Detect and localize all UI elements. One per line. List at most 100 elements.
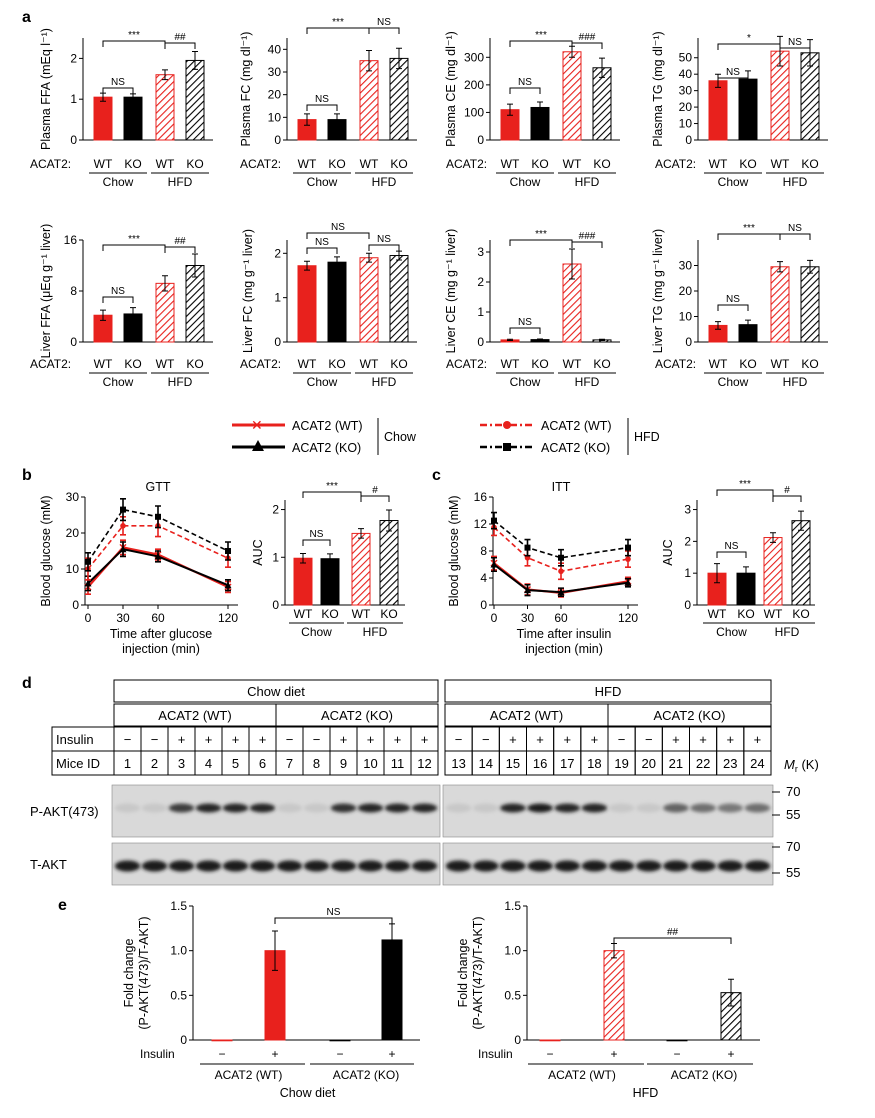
blot-insulin-sign: −: [151, 732, 159, 747]
y-tick-label: 200: [464, 78, 484, 92]
group-label: HFD: [372, 175, 397, 189]
error-bar: [366, 252, 372, 263]
bar: [297, 265, 317, 343]
blot-band: [303, 803, 330, 813]
error-bar: [807, 259, 813, 274]
sig-chow-bracket: [306, 247, 338, 254]
error-bar: [300, 552, 306, 564]
category-label: KO: [390, 357, 407, 371]
y-tick-label: 1.0: [170, 944, 187, 958]
y-tick-label: 1.5: [504, 899, 521, 913]
acat2-row-label: ACAT2:: [240, 157, 281, 171]
sig-chow-label: NS: [518, 77, 532, 88]
blot-band: [330, 860, 357, 872]
bar: [791, 520, 811, 606]
sig-chow-label: NS: [315, 237, 329, 248]
error-bar: [304, 113, 310, 126]
x-tick-label: 120: [618, 611, 638, 625]
category-label: WT: [771, 357, 790, 371]
y-tick-label: 0: [685, 133, 692, 147]
blot-membrane: [111, 842, 441, 886]
sig-hfd-bracket: [368, 27, 400, 34]
bar: [539, 1039, 561, 1042]
error-bar: [396, 47, 402, 70]
chart-gtt: 0 10 20 30 0 30 60 120 GTT Blood glucose (mM) Time…: [39, 480, 238, 656]
category-label: WT: [294, 607, 313, 621]
y-tick-label: 40: [679, 67, 693, 81]
y-axis-label: AUC: [661, 539, 675, 565]
y-tick-label: 0: [274, 335, 281, 349]
category-label: KO: [531, 157, 548, 171]
y-tick-label: 1: [272, 550, 279, 564]
series-line: [87, 548, 229, 587]
bar: [389, 57, 409, 141]
blot-band: [690, 803, 716, 813]
group-label: HFD: [575, 175, 600, 189]
blot-insulin-sign: +: [259, 732, 267, 747]
group-label: HFD: [575, 375, 600, 389]
y-axis-label: Fold change(P-AKT(473)/T-AKT): [456, 916, 485, 1029]
error-bar: [743, 566, 749, 581]
legend-label-chow-ko: ACAT2 (KO): [292, 441, 361, 455]
sig-hfd-label: #: [784, 485, 790, 496]
category-label: KO: [593, 157, 610, 171]
blot-genotype-cell: [607, 703, 772, 727]
y-tick-label: 0.5: [170, 988, 187, 1002]
error-bar: [396, 250, 402, 261]
y-tick-label: 3: [684, 503, 691, 517]
category-label: WT: [709, 357, 728, 371]
error-bar: [714, 563, 720, 584]
sig-chow-bracket: [717, 304, 749, 311]
y-axis-label: Liver FC (mg g⁻¹ liver): [241, 229, 255, 353]
sig-main-bracket: [306, 27, 370, 34]
sig-hfd-label: ##: [174, 32, 186, 43]
y-tick-label: 10: [268, 110, 282, 124]
category-label: WT: [298, 157, 317, 171]
y-tick-label: 0: [684, 598, 691, 612]
blot-insulin-label: Insulin: [56, 732, 94, 747]
blot-mouse-id: 7: [286, 756, 293, 771]
chart-plasma-tg: 0 10 20 30 40 50 Plasma TG (mg dl⁻¹) ACAT2: WT KO…: [651, 31, 828, 189]
blot-diet-cell: [444, 679, 772, 703]
error-bar: [770, 532, 776, 543]
acat2-row-label: ACAT2:: [240, 357, 281, 371]
bar: [666, 1039, 688, 1042]
y-tick-label: 2: [272, 503, 279, 517]
blot-band: [195, 803, 222, 813]
category-label: KO: [737, 607, 754, 621]
error-bar: [162, 69, 168, 81]
blot-band: [744, 860, 771, 872]
sig-bracket: [274, 917, 393, 924]
category-label: KO: [186, 157, 203, 171]
y-axis-label: Liver CE (mg g⁻¹ liver): [444, 229, 458, 354]
chart-itt: 0 4 8 12 16 0 30 60 120 ITT Blood glucose (mM) Time…: [447, 480, 638, 656]
panel-label-d: d: [22, 675, 32, 692]
y-tick-label: 0: [274, 133, 281, 147]
blot-genotype-label: ACAT2 (KO): [321, 708, 393, 723]
group-label: Chow: [510, 375, 541, 389]
blot-insulin-sign: +: [591, 732, 599, 747]
y-tick-label: 0: [480, 598, 487, 612]
blot-genotype-label: ACAT2 (WT): [490, 708, 563, 723]
y-tick-label: 30: [268, 65, 282, 79]
blot-band: [168, 860, 195, 872]
category-label: KO: [801, 357, 818, 371]
blot-band: [445, 803, 472, 813]
blot-row-label: P-AKT(473): [30, 804, 99, 819]
blot-insulin-sign: +: [205, 732, 213, 747]
sig-main-bracket: [716, 489, 774, 496]
y-tick-label: 1: [477, 305, 484, 319]
x-tick-label: 60: [554, 611, 568, 625]
bar: [379, 520, 399, 606]
sig-main-label: *: [747, 33, 751, 44]
legend-label-chow-wt: ACAT2 (WT): [292, 419, 363, 433]
category-label: WT: [352, 607, 371, 621]
blot-band: [357, 860, 384, 872]
data-point: [85, 558, 91, 565]
x-tick-label: 30: [116, 611, 130, 625]
legend-marker-dot: [503, 421, 511, 429]
bar: [738, 78, 758, 141]
sig-main-label: ***: [326, 481, 338, 492]
y-tick-label: 0: [477, 133, 484, 147]
bar: [320, 558, 340, 606]
